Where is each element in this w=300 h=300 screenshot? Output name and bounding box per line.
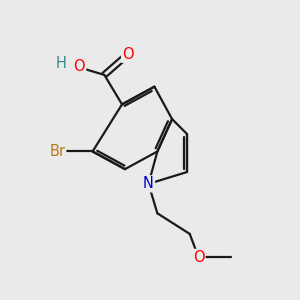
Text: O: O	[193, 250, 204, 265]
Text: N: N	[143, 176, 154, 191]
Text: Br: Br	[49, 144, 65, 159]
Text: O: O	[74, 58, 85, 74]
Text: O: O	[122, 47, 134, 62]
Text: H: H	[55, 56, 66, 70]
